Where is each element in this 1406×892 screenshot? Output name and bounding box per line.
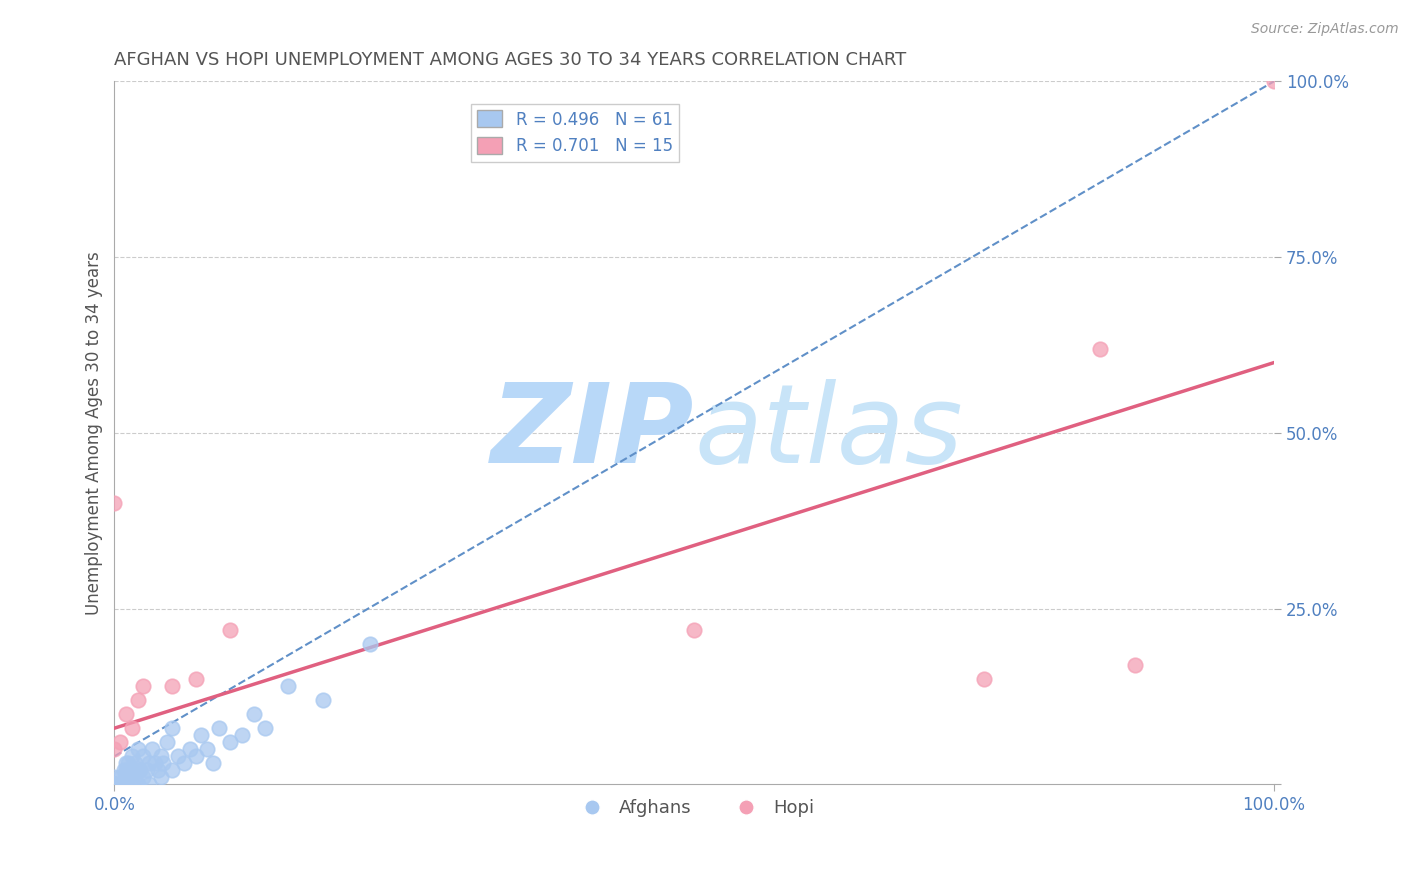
Point [124,756,146,771]
Point [121,764,143,778]
Point [141,742,163,756]
Point [973,672,995,686]
Point [254,721,277,735]
Point [127,777,149,791]
Point [1088,342,1111,356]
Point [162,679,184,693]
Point [148,764,170,778]
Point [312,693,335,707]
Legend: Afghans, Hopi: Afghans, Hopi [567,792,821,824]
Point [108,771,131,785]
Point [129,764,152,778]
Point [103,777,125,791]
Point [103,742,125,756]
Point [195,742,218,756]
Point [219,735,242,749]
Point [103,777,125,791]
Point [138,756,160,771]
Point [149,749,172,764]
Point [103,777,125,791]
Point [201,756,224,771]
Point [359,637,381,651]
Point [121,749,143,764]
Point [103,777,125,791]
Point [108,777,131,791]
Point [103,777,125,791]
Point [124,771,146,785]
Point [135,764,157,778]
Point [108,777,131,791]
Point [162,764,184,778]
Point [103,771,125,785]
Point [127,764,149,778]
Point [112,764,135,778]
Text: AFGHAN VS HOPI UNEMPLOYMENT AMONG AGES 30 TO 34 YEARS CORRELATION CHART: AFGHAN VS HOPI UNEMPLOYMENT AMONG AGES 3… [114,51,907,69]
Point [149,771,172,785]
Point [152,756,174,771]
Point [138,777,160,791]
Point [103,777,125,791]
Y-axis label: Unemployment Among Ages 30 to 34 years: Unemployment Among Ages 30 to 34 years [86,251,103,615]
Point [190,728,212,742]
Point [231,728,253,742]
Point [115,771,138,785]
Point [121,777,143,791]
Point [132,771,155,785]
Point [103,496,125,510]
Point [242,707,264,722]
Point [121,721,143,735]
Point [132,679,155,693]
Point [103,777,125,791]
Point [103,777,125,791]
Point [179,742,201,756]
Point [112,777,135,791]
Point [103,777,125,791]
Point [155,735,177,749]
Point [184,672,207,686]
Point [127,742,149,756]
Point [277,679,299,693]
Point [184,749,207,764]
Point [117,756,139,771]
Point [162,721,184,735]
Point [1263,74,1285,88]
Point [103,777,125,791]
Text: atlas: atlas [695,379,963,486]
Point [117,771,139,785]
Point [115,764,138,778]
Point [103,777,125,791]
Point [219,623,242,637]
Text: ZIP: ZIP [491,379,695,486]
Point [132,749,155,764]
Text: Source: ZipAtlas.com: Source: ZipAtlas.com [1251,22,1399,37]
Point [173,756,195,771]
Point [683,623,706,637]
Point [115,756,138,771]
Point [127,693,149,707]
Point [208,721,231,735]
Point [1123,657,1146,672]
Point [167,749,190,764]
Point [103,777,125,791]
Point [115,707,138,722]
Point [108,735,131,749]
Point [143,756,166,771]
